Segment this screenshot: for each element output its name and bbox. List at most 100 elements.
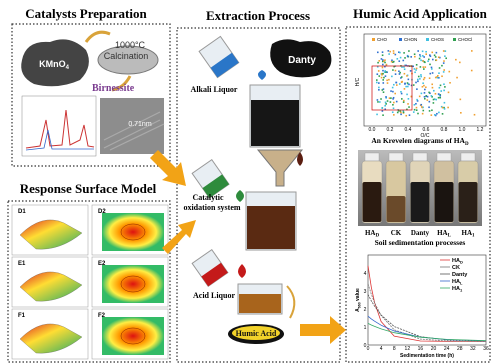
flow-arrow [300,316,346,344]
scatter-point [381,89,383,91]
scatter-point [434,54,436,56]
bottle-cap [413,153,427,161]
scatter-point [420,104,422,106]
scatter-point [428,92,430,94]
scatter-point [429,110,431,112]
drop [258,70,266,80]
scatter-point [395,54,397,56]
scatter-point [385,96,387,98]
scatter-point [377,52,379,54]
scatter-point [434,114,436,116]
scatter-point [427,96,429,98]
scatter-point [429,101,431,103]
scatter-point [387,100,389,102]
scatter-point [397,112,399,114]
scatter-point [390,90,392,92]
scatter-point [439,67,441,69]
y-tick-label: 0 [364,343,367,349]
legend-label: CK [452,265,460,271]
spacing-label: 0.71nm [128,121,152,128]
scatter-point [423,79,425,81]
scatter-point [415,69,417,71]
scatter-point [376,73,378,75]
scatter-point [425,86,427,88]
panel-label: D2 [98,209,106,215]
scatter-point [435,99,437,101]
scatter-point [417,113,419,115]
panel-label: F2 [98,313,106,319]
scatter-point [410,70,412,72]
scatter-point [437,77,439,79]
scatter-point [395,73,397,75]
scatter-point [383,91,385,93]
sediment [387,196,406,222]
scatter-point [430,55,432,57]
x-tick-label: 32 [470,346,476,352]
scatter-point [424,98,426,100]
scatter-point [422,60,424,62]
scatter-point [408,79,410,81]
scatter-point [414,56,416,58]
scatter-point [407,82,409,84]
scatter-point [399,73,401,75]
scatter-point [414,68,416,70]
scatter-point [420,56,422,58]
scatter-point [448,92,450,94]
scatter-point [390,97,392,99]
caption: An Krevelen diagrams of HAD [371,136,469,147]
scatter-point [419,58,421,60]
scatter-point [408,106,410,108]
vk-plot-area [364,34,486,126]
scatter-point [392,104,394,106]
scatter-point [395,70,397,72]
legend-label: CHOS [431,37,444,42]
scatter-point [378,60,380,62]
scatter-point [422,86,424,88]
scatter-point [445,50,447,52]
bottle-cap [365,153,379,161]
scatter-point [443,50,445,52]
scatter-point [403,100,405,102]
scatter-point [443,83,445,85]
scatter-point [419,96,421,98]
x-tick-label: 12 [405,346,411,352]
scatter-point [409,114,411,116]
mineral-label: Birnessite [92,83,135,94]
scatter-point [415,103,417,105]
caption: Soil sedimentation processes [375,238,466,247]
legend-label-sub: D [460,260,463,265]
sediment [411,182,430,222]
scatter-point [400,57,402,59]
y-axis-label: A660 value [355,288,362,312]
bottle-label-main: HA [365,229,376,237]
scatter-point [474,114,476,116]
scatter-point [416,99,418,101]
x-tick-label: 20 [431,346,437,352]
scatter-point [388,50,390,52]
scatter-point [397,58,399,60]
scatter-point [414,104,416,106]
scatter-point [386,79,388,81]
x-tick-label: 36 [483,346,489,352]
plot-area [368,255,486,345]
system-label: Catalytic [192,193,224,202]
scatter-point [387,82,389,84]
scatter-point [425,53,427,55]
scatter-point [420,74,422,76]
bottle-cap [461,153,475,161]
scatter-point [393,52,395,54]
scatter-point [444,86,446,88]
scatter-point [438,72,440,74]
scatter-point [444,108,446,110]
scatter-point [440,85,442,87]
scatter-point [456,77,458,79]
scatter-point [439,97,441,99]
legend-label: CHO [377,37,387,42]
panel-label: E1 [18,261,26,267]
scatter-point [414,53,416,55]
arrow [86,32,110,42]
scatter-point [422,51,424,53]
scatter-point [441,75,443,77]
scatter-point [393,102,395,104]
x-axis-label: Sedimentation time (h) [400,353,454,359]
